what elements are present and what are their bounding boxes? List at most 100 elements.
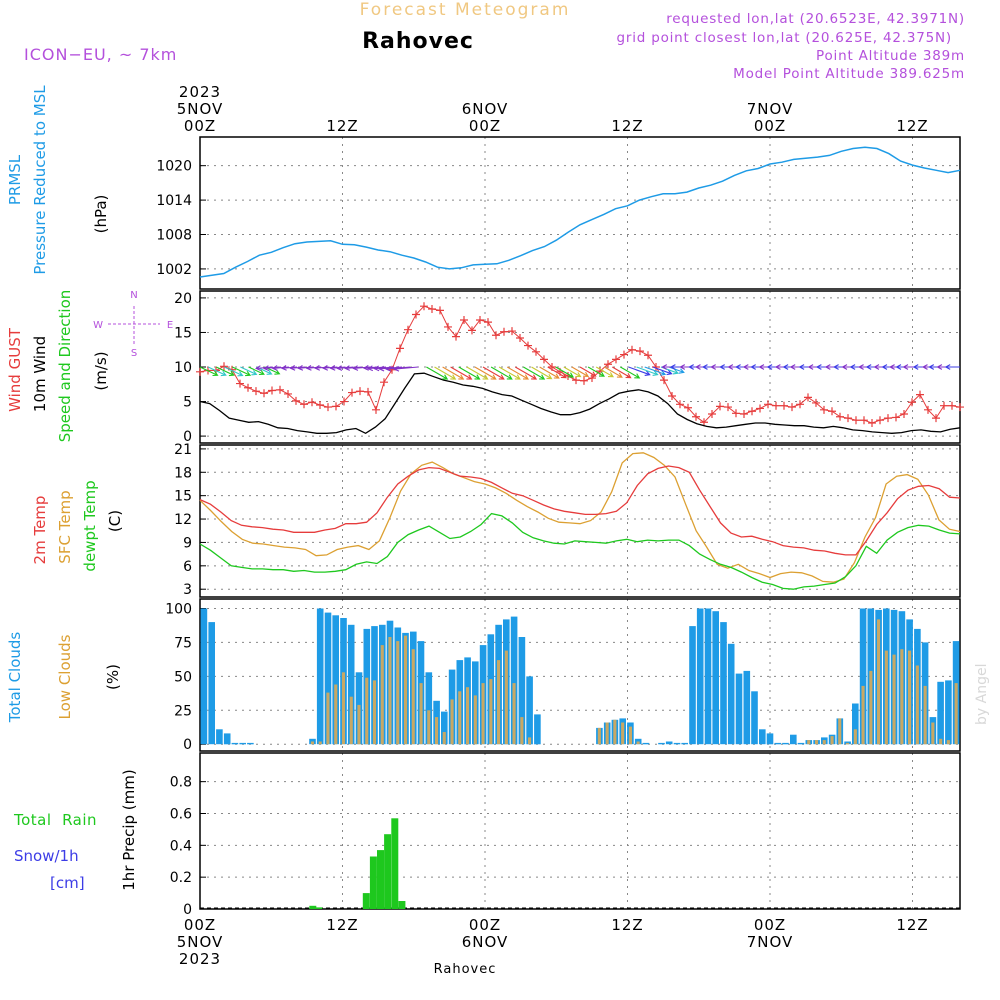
gust-marker — [644, 351, 652, 360]
wind-direction-arrow — [248, 366, 265, 376]
total-cloud-bar — [518, 637, 526, 745]
gust-marker — [500, 327, 508, 336]
low-cloud-bar — [341, 672, 345, 745]
top-time-label: 00Z — [754, 117, 786, 135]
bottom-time-label: 12Z — [326, 916, 358, 934]
wind-direction-arrow — [466, 366, 489, 380]
gust-marker — [820, 405, 828, 414]
gridpoint-coords: grid point closest lon,lat (20.625E, 42.… — [616, 30, 952, 46]
total-cloud-bar — [852, 703, 859, 745]
rain-bar — [362, 893, 370, 909]
low-cloud-bar — [892, 654, 896, 745]
wind-title-1: Wind GUST — [6, 327, 24, 412]
gust-marker — [844, 414, 852, 423]
gust-marker — [812, 398, 820, 407]
gust-marker — [364, 387, 372, 396]
wind-direction-arrow — [373, 365, 395, 372]
low-cloud-bar — [357, 704, 361, 745]
total-cloud-bar — [937, 681, 944, 745]
gust-marker — [636, 347, 644, 356]
clouds-title-2: Low Clouds — [56, 634, 74, 719]
total-cloud-bar — [239, 742, 246, 745]
model-name: ICON−EU, ~ 7km — [24, 45, 177, 64]
wind-direction-arrow — [458, 366, 481, 380]
total-cloud-bar — [231, 742, 239, 745]
low-cloud-bar — [931, 722, 935, 745]
gust-marker — [716, 402, 724, 411]
temp-ytick-label: 3 — [183, 582, 192, 598]
low-cloud-bar — [473, 695, 477, 745]
total-cloud-bar — [790, 734, 797, 745]
wind-direction-arrow — [506, 366, 529, 380]
low-cloud-bar — [435, 717, 439, 745]
clouds-ytick-label: 0 — [183, 737, 192, 753]
precip-ylabel: 1hr Precip (mm) — [120, 769, 138, 890]
gust-marker — [396, 344, 404, 353]
gust-marker — [956, 403, 964, 412]
pressure-ytick-label: 1008 — [156, 228, 192, 244]
wind-direction-arrow — [531, 366, 553, 380]
wind-direction-arrow — [944, 364, 960, 370]
wind-unit: (m/s) — [92, 351, 110, 390]
wind-direction-arrow — [595, 366, 614, 378]
top-time-label: 00Z — [469, 117, 501, 135]
pressure-unit: (hPa) — [92, 195, 110, 234]
wind-direction-arrow — [385, 365, 411, 372]
wind-direction-arrow — [393, 365, 419, 372]
gust-marker — [620, 350, 628, 359]
temp-frame — [199, 444, 961, 598]
low-cloud-bar — [310, 741, 314, 745]
temp-title-3: dewpt Temp — [81, 480, 99, 571]
temp-unit: (C) — [106, 510, 124, 532]
gust-marker — [740, 409, 748, 418]
wind-direction-arrow — [498, 366, 521, 380]
low-cloud-bar — [838, 718, 842, 745]
top-time-label: 12Z — [611, 117, 643, 135]
pressure-line — [199, 146, 961, 278]
gust-marker — [260, 389, 268, 398]
wind-panel: Wind GUST 10m Wind Speed and Direction (… — [6, 290, 964, 445]
gust-marker — [244, 383, 252, 392]
clouds-ytick-label: 75 — [174, 635, 192, 651]
wind-direction-arrow — [305, 365, 322, 371]
top-time-label: 2023 — [179, 83, 221, 101]
low-cloud-bar — [512, 683, 516, 745]
rain-bar — [398, 901, 406, 909]
wind-speed-line — [199, 372, 961, 435]
wind-direction-arrow — [539, 366, 560, 379]
gust-marker — [868, 418, 876, 427]
low-cloud-bar — [349, 696, 353, 745]
precip-ytick-label: 0.8 — [170, 775, 192, 791]
low-cloud-bar — [605, 722, 609, 745]
requested-coords: requested lon,lat (20.6523E, 42.3971N) — [666, 11, 965, 27]
gust-marker — [300, 400, 308, 409]
wind-direction-arrow — [263, 365, 281, 372]
bottom-time-label: 5NOV — [177, 933, 224, 951]
gust-marker — [948, 401, 956, 410]
gust-marker — [380, 378, 388, 387]
gust-marker — [540, 355, 548, 364]
gust-marker — [628, 345, 636, 354]
low-cloud-bar — [458, 691, 462, 745]
top-time-label: 5NOV — [177, 100, 224, 118]
low-cloud-bar — [628, 726, 632, 745]
temp-ytick-label: 18 — [174, 465, 192, 481]
gust-marker — [900, 409, 908, 418]
low-cloud-bar — [884, 650, 888, 745]
temp-ytick-label: 21 — [174, 442, 192, 458]
gust-marker — [252, 387, 260, 396]
low-cloud-bar — [489, 679, 493, 745]
gust-marker — [580, 376, 588, 385]
low-cloud-bar — [636, 741, 640, 745]
low-cloud-bar — [497, 660, 501, 745]
total-cloud-bar — [797, 742, 805, 745]
gust-marker — [492, 331, 500, 340]
point-altitude: Point Altitude 389m — [816, 48, 965, 64]
pressure-frame — [199, 136, 961, 290]
bottom-time-label: 00Z — [754, 916, 786, 934]
legend-south: S — [131, 348, 137, 359]
total-cloud-bar — [425, 672, 433, 745]
wind-direction-arrow — [555, 366, 575, 378]
gust-marker — [700, 418, 708, 427]
